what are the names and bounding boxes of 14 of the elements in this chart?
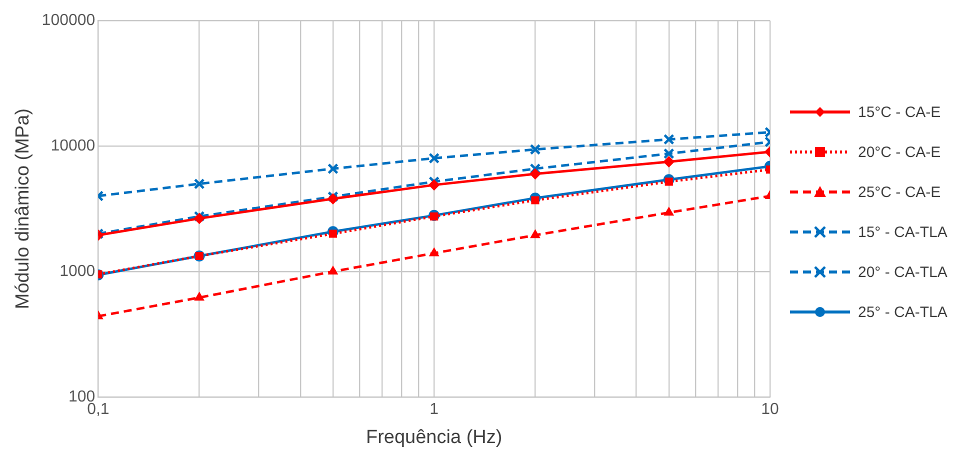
x-tick-label: 1 (430, 401, 439, 418)
legend-label: 20° - CA-TLA (858, 264, 948, 280)
y-tick-label: 10000 (50, 137, 96, 154)
x-tick-label: 10 (761, 401, 779, 418)
x-tick-label: 0,1 (87, 401, 110, 418)
y-tick-label: 1000 (60, 262, 96, 280)
y-axis-title: Módulo dinâmico (MPa) (12, 108, 34, 310)
legend-label: 15°C - CA-E (858, 104, 941, 120)
y-tick-label: 100000 (42, 12, 96, 30)
legend-label: 25° - CA-TLA (858, 304, 948, 320)
legend-label: 15° - CA-TLA (858, 224, 948, 240)
x-axis-title: Frequência (Hz) (366, 426, 502, 448)
legend-label: 20°C - CA-E (858, 144, 941, 160)
legend-label: 25°C - CA-E (858, 184, 941, 200)
